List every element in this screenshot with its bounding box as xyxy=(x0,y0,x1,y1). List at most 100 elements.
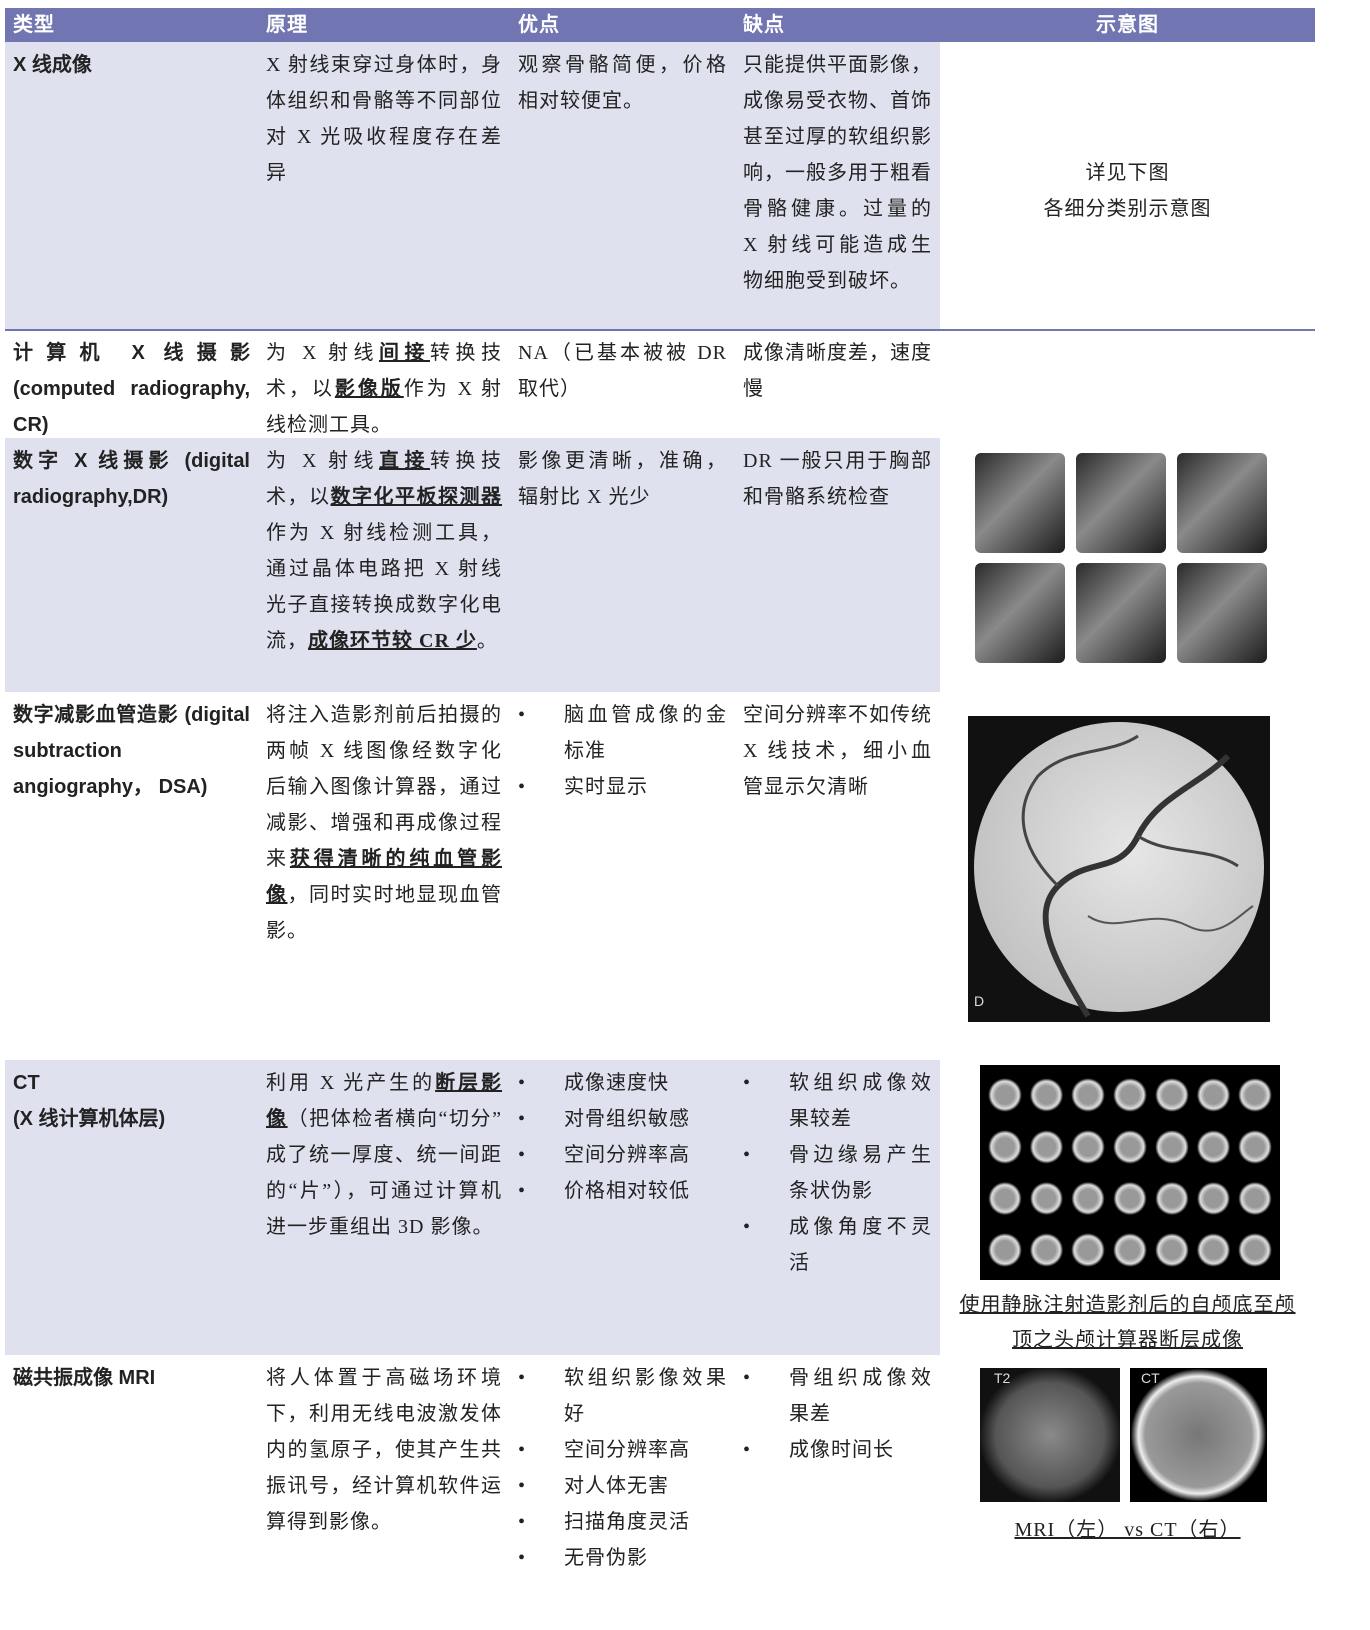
header-cell: 缺点 xyxy=(735,8,940,42)
principle-cell: 将注入造影剂前后拍摄的两帧 X 线图像经数字化后输入图像计算器，通过减影、增强和… xyxy=(258,692,510,1060)
bullet-item: 无骨伪影 xyxy=(518,1540,727,1576)
cons-cell: 软组织成像效果较差骨边缘易产生条状伪影成像角度不灵活 xyxy=(735,1060,940,1355)
figure-text: 各细分类别示意图 xyxy=(1043,198,1212,220)
figure-caption: MRI（左） vs CT（右） xyxy=(1014,1519,1241,1541)
bullet-item: 空间分辨率高 xyxy=(518,1432,727,1468)
ct-slice xyxy=(1111,1174,1149,1223)
emphasis: 直接 xyxy=(378,450,430,472)
bullet-item: 扫描角度灵活 xyxy=(518,1504,727,1540)
ct-slice xyxy=(986,1122,1024,1171)
ct-slice xyxy=(1027,1226,1066,1274)
row-separator xyxy=(5,329,1315,331)
principle-cell: X 射线束穿过身体时，身体组织和骨骼等不同部位对 X 光吸收程度存在差异 xyxy=(258,42,510,330)
text: 作为 X 射线检测工具。 xyxy=(266,378,503,436)
ct-slice xyxy=(1111,1071,1149,1119)
ct-slice xyxy=(1194,1122,1233,1171)
image-label: D xyxy=(974,993,985,1009)
text: （把体检者横向“切分”成了统一厚度、统一间距的“片”），可通过计算机进一步重组出… xyxy=(266,1108,502,1238)
bullet-item: 骨组织成像效果差 xyxy=(743,1360,932,1432)
xray-image xyxy=(1076,453,1166,553)
ct-slice xyxy=(1236,1071,1274,1119)
bullet-item: 对骨组织敏感 xyxy=(518,1101,727,1137)
ct-slice xyxy=(1111,1226,1149,1274)
type-cell: CT (X 线计算机体层) xyxy=(5,1060,258,1355)
mri-image xyxy=(980,1368,1120,1502)
type-cell: 计算机 X 线摄影 (computed radiography, CR) xyxy=(13,342,250,436)
bullet-item: 骨边缘易产生条状伪影 xyxy=(743,1137,932,1209)
bullet-item: 价格相对较低 xyxy=(518,1173,727,1209)
emphasis: 影像版 xyxy=(334,378,404,400)
emphasis: 成像环节较 CR 少 xyxy=(308,630,477,652)
text: 为 X 射线 xyxy=(266,450,379,472)
text: 转换技术，以 xyxy=(266,342,503,400)
ct-slice xyxy=(1152,1174,1191,1223)
cons-cell: 成像清晰度差，速度慢 xyxy=(743,342,932,400)
cons-cell: 空间分辨率不如传统 X 线技术，细小血管显示欠清晰 xyxy=(743,704,932,798)
cons-cell: DR 一般只用于胸部和骨骼系统检查 xyxy=(735,438,940,692)
bullet-item: 成像速度快 xyxy=(518,1065,727,1101)
ct-slice xyxy=(1152,1071,1191,1119)
dsa-image xyxy=(968,716,1270,1022)
text: ，同时实时地显现血管影。 xyxy=(266,884,502,942)
bullet-item: 成像时间长 xyxy=(743,1432,932,1468)
type-cell: 磁共振成像 MRI xyxy=(13,1367,156,1389)
bullet-item: 实时显示 xyxy=(518,769,727,805)
bullet-item: 软组织影像效果好 xyxy=(518,1360,727,1432)
header-cell: 原理 xyxy=(258,8,510,42)
ct-slice xyxy=(1069,1071,1108,1119)
ct-slice xyxy=(986,1071,1024,1119)
ct-slice xyxy=(1027,1174,1066,1223)
image-label: CT xyxy=(1141,1370,1160,1386)
principle-cell: 为 X 射线间接转换技术，以影像版作为 X 射线检测工具。 xyxy=(258,330,510,438)
header-cell: 优点 xyxy=(510,8,735,42)
ct-slice xyxy=(1194,1174,1233,1223)
header-cell: 示意图 xyxy=(940,8,1315,42)
xray-image xyxy=(975,453,1065,553)
emphasis: 数字化平板探测器 xyxy=(330,486,502,508)
pros-cell: 软组织影像效果好空间分辨率高对人体无害扫描角度灵活无骨伪影 xyxy=(510,1355,735,1630)
ct-image xyxy=(1130,1368,1267,1502)
type-cell: 数字减影血管造影 (digital subtraction angiograph… xyxy=(13,704,250,798)
pros-cell: 脑血管成像的金标准实时显示 xyxy=(510,692,735,1060)
type-cell: 数字 X 线摄影 (digital radiography,DR) xyxy=(5,438,258,692)
ct-slice xyxy=(1152,1122,1191,1171)
ct-slice xyxy=(986,1174,1024,1223)
text: 利用 X 光产生的 xyxy=(266,1072,436,1094)
ct-slice xyxy=(1069,1174,1108,1223)
header-cell: 类型 xyxy=(5,8,258,42)
cons-cell: 骨组织成像效果差成像时间长 xyxy=(735,1355,940,1630)
text: 。 xyxy=(476,630,498,652)
figure-caption: 使用静脉注射造影剂后的自颅底至颅顶之头颅计算器断层成像 xyxy=(959,1294,1296,1351)
xray-image xyxy=(1177,563,1267,663)
type-line: (X 线计算机体层) xyxy=(13,1108,166,1130)
ct-slice xyxy=(1236,1174,1274,1223)
image-label: T2 xyxy=(994,1370,1011,1386)
bullet-item: 成像角度不灵活 xyxy=(743,1209,932,1281)
ct-slice xyxy=(1111,1122,1149,1171)
emphasis: 获得清晰的纯血管影像 xyxy=(266,848,503,906)
principle-cell: 为 X 射线直接转换技术，以数字化平板探测器作为 X 射线检测工具，通过晶体电路… xyxy=(258,438,510,692)
text: 为 X 射线 xyxy=(266,342,379,364)
bullet-item: 对人体无害 xyxy=(518,1468,727,1504)
ct-slice xyxy=(1194,1226,1233,1274)
ct-slice xyxy=(1194,1071,1233,1119)
pros-cell: 观察骨骼简便，价格相对较便宜。 xyxy=(510,42,735,330)
cons-cell: 只能提供平面影像，成像易受衣物、首饰甚至过厚的软组织影响，一般多用于粗看骨骼健康… xyxy=(735,42,940,330)
xray-image xyxy=(975,563,1065,663)
bullet-item: 脑血管成像的金标准 xyxy=(518,697,727,769)
pros-cell: 影像更清晰，准确，辐射比 X 光少 xyxy=(510,438,735,692)
pros-cell: 成像速度快对骨组织敏感空间分辨率高价格相对较低 xyxy=(510,1060,735,1355)
principle-cell: 将人体置于高磁场环境下，利用无线电波激发体内的氢原子，使其产生共振讯号，经计算机… xyxy=(266,1367,502,1533)
ct-slice xyxy=(1027,1071,1066,1119)
figure-text: 详见下图 xyxy=(1085,162,1170,184)
type-line: CT xyxy=(13,1072,40,1094)
emphasis: 间接 xyxy=(378,342,430,364)
ct-slice xyxy=(1069,1226,1108,1274)
ct-slice xyxy=(1027,1122,1066,1171)
type-cell: X 线成像 xyxy=(5,42,258,330)
vessels xyxy=(1021,734,1254,1018)
bullet-item: 空间分辨率高 xyxy=(518,1137,727,1173)
text: 转换技术，以 xyxy=(266,450,503,508)
ct-slice xyxy=(986,1226,1024,1274)
